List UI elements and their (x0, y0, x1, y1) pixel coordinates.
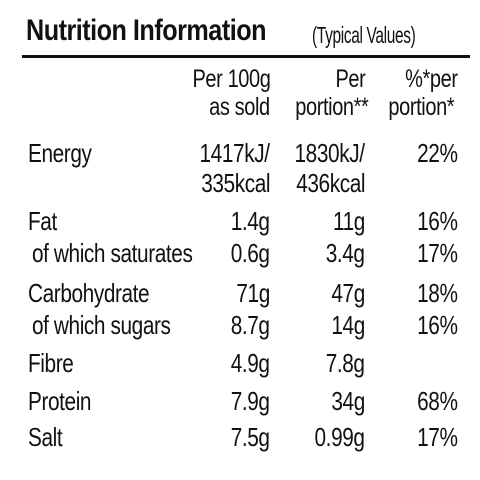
header-col1-line2: as sold (194, 92, 270, 122)
cell-sugars-pct: 16% (407, 310, 459, 340)
row-label-fibre-text: Fibre (28, 348, 74, 378)
cell-protein-pct: 68% (407, 386, 459, 416)
cell-carbohydrate-pct: 18% (407, 278, 459, 308)
cell-energy-per100-kj-text: 1417kJ/ (199, 138, 270, 168)
row-label-sugars: of which sugars (32, 310, 205, 340)
cell-saturates-portion: 3.4g (316, 238, 365, 268)
cell-protein-pct-text: 68% (417, 386, 459, 416)
cell-fat-portion: 11g (325, 206, 365, 236)
row-label-fibre: Fibre (28, 348, 85, 378)
row-label-energy-text: Energy (28, 138, 92, 168)
title-divider (22, 55, 470, 58)
panel-subtitle: (Typical Values) (312, 20, 441, 50)
cell-energy-portion-kcal-text: 436kcal (296, 168, 365, 198)
cell-protein-per100: 7.9g (221, 386, 270, 416)
cell-salt-portion-text: 0.99g (314, 422, 365, 452)
cell-saturates-portion-text: 3.4g (326, 238, 365, 268)
cell-saturates-pct: 17% (407, 238, 459, 268)
cell-energy-portion-kj-text: 1830kJ/ (294, 138, 365, 168)
cell-carbohydrate-pct-text: 18% (417, 278, 459, 308)
cell-energy-per100-kcal-text: 335kcal (201, 168, 270, 198)
row-label-carbohydrate-text: Carbohydrate (28, 278, 150, 308)
title-row: Nutrition Information (26, 14, 312, 48)
header-col2-line2: portion** (277, 92, 369, 122)
cell-salt-per100: 7.5g (221, 422, 270, 452)
cell-sugars-per100-text: 8.7g (231, 310, 270, 340)
cell-fat-portion-text: 11g (333, 206, 365, 236)
row-label-sugars-text: of which sugars (32, 310, 171, 340)
header-col2-line1-text: Per (335, 65, 365, 93)
header-col3-line2: portion* (372, 92, 454, 122)
cell-protein-portion-text: 34g (331, 386, 365, 416)
cell-sugars-pct-text: 16% (417, 310, 459, 340)
cell-fibre-portion-text: 7.8g (326, 348, 365, 378)
cell-saturates-per100: 0.6g (221, 238, 270, 268)
row-label-carbohydrate: Carbohydrate (28, 278, 180, 308)
cell-carbohydrate-per100: 71g (228, 278, 270, 308)
cell-salt-pct: 17% (407, 422, 459, 452)
row-label-salt: Salt (28, 422, 71, 452)
header-col1-line2-text: as sold (209, 93, 270, 121)
cell-fat-pct-text: 16% (417, 206, 459, 236)
cell-sugars-portion: 14g (323, 310, 365, 340)
cell-saturates-per100-text: 0.6g (231, 238, 270, 268)
cell-fibre-portion: 7.8g (316, 348, 365, 378)
cell-sugars-per100: 8.7g (221, 310, 270, 340)
cell-fibre-per100: 4.9g (221, 348, 270, 378)
cell-energy-portion-kj: 1830kJ/ (277, 138, 365, 168)
row-label-salt-text: Salt (28, 422, 63, 452)
row-label-fat: Fat (28, 206, 64, 236)
panel-title: Nutrition Information (26, 14, 266, 47)
panel-subtitle-text: (Typical Values) (312, 22, 416, 48)
header-col1-line1: Per 100g (173, 64, 270, 94)
cell-energy-pct-text: 22% (417, 138, 459, 168)
cell-carbohydrate-portion-text: 47g (331, 278, 365, 308)
cell-sugars-portion-text: 14g (331, 310, 365, 340)
cell-fat-pct: 16% (407, 206, 459, 236)
cell-fat-per100-text: 1.4g (231, 206, 270, 236)
cell-carbohydrate-per100-text: 71g (236, 278, 270, 308)
row-label-fat-text: Fat (28, 206, 57, 236)
row-label-protein-text: Protein (28, 386, 92, 416)
cell-energy-per100-kj: 1417kJ/ (182, 138, 270, 168)
row-label-saturates: of which saturates (32, 238, 233, 268)
header-col2-line2-text: portion** (294, 93, 369, 121)
cell-salt-per100-text: 7.5g (231, 422, 270, 452)
cell-fibre-per100-text: 4.9g (231, 348, 270, 378)
row-label-saturates-text: of which saturates (32, 238, 193, 268)
cell-energy-per100-kcal: 335kcal (184, 168, 270, 198)
header-col3-line2-text: portion* (388, 93, 454, 121)
header-col2-line1: Per (328, 64, 365, 94)
cell-saturates-pct-text: 17% (417, 238, 459, 268)
cell-protein-per100-text: 7.9g (231, 386, 270, 416)
cell-energy-pct: 22% (407, 138, 459, 168)
cell-fat-per100: 1.4g (221, 206, 270, 236)
cell-salt-portion: 0.99g (302, 422, 365, 452)
cell-carbohydrate-portion: 47g (323, 278, 365, 308)
header-col3-line1-text: %*per (405, 65, 459, 93)
row-label-energy: Energy (28, 138, 107, 168)
cell-protein-portion: 34g (323, 386, 365, 416)
header-col1-line1-text: Per 100g (192, 65, 270, 93)
cell-energy-portion-kcal: 436kcal (279, 168, 365, 198)
header-col3-line1: %*per (392, 64, 459, 94)
cell-salt-pct-text: 17% (417, 422, 459, 452)
row-label-protein: Protein (28, 386, 107, 416)
